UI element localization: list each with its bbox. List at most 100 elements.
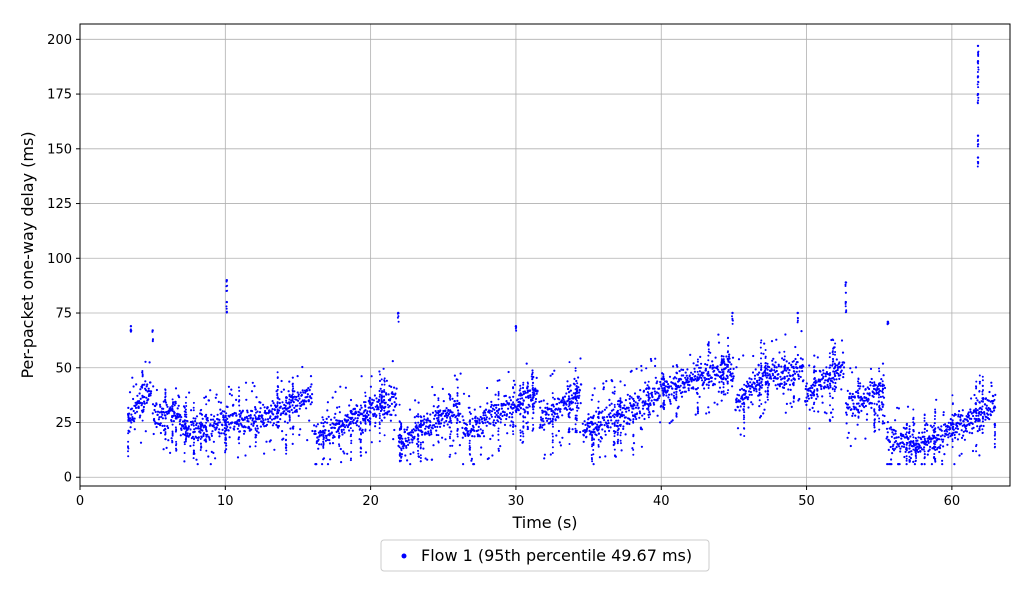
data-point: [792, 377, 795, 380]
data-point: [268, 410, 271, 413]
data-point: [903, 443, 906, 446]
data-point: [743, 411, 746, 414]
data-point: [152, 432, 155, 436]
data-point: [854, 406, 857, 409]
data-point: [707, 344, 710, 347]
data-point: [244, 381, 248, 384]
data-point: [687, 380, 691, 383]
data-point: [941, 459, 944, 462]
data-point: [164, 414, 167, 417]
data-point: [643, 417, 646, 421]
data-point: [716, 403, 719, 406]
data-point: [972, 426, 975, 429]
data-point: [259, 407, 262, 410]
data-point: [576, 404, 579, 407]
data-point: [521, 397, 524, 400]
data-point: [205, 439, 207, 442]
data-point: [284, 443, 287, 446]
data-point: [739, 433, 742, 436]
data-point: [743, 416, 746, 419]
data-point: [687, 387, 690, 390]
data-point: [624, 433, 627, 436]
data-point: [494, 411, 497, 415]
data-point: [129, 417, 132, 420]
data-point: [497, 430, 500, 433]
data-point: [686, 377, 689, 380]
data-point: [654, 376, 657, 379]
data-point: [429, 413, 432, 416]
data-point: [856, 389, 860, 392]
data-point: [640, 364, 643, 368]
data-point: [175, 440, 178, 443]
data-point: [711, 364, 715, 367]
data-point: [395, 387, 398, 390]
data-point: [813, 389, 816, 392]
data-point: [853, 396, 857, 399]
data-point: [281, 407, 284, 410]
data-point: [507, 407, 510, 410]
data-point: [343, 452, 346, 455]
data-point: [801, 370, 804, 373]
data-point: [690, 380, 693, 383]
data-point: [291, 389, 294, 392]
data-point: [753, 389, 756, 392]
data-point: [308, 419, 311, 422]
data-point: [195, 458, 198, 461]
data-point: [272, 422, 275, 425]
data-point: [195, 423, 198, 427]
data-point: [762, 352, 765, 355]
data-point: [702, 371, 705, 374]
data-point: [805, 403, 808, 406]
data-point: [724, 363, 727, 366]
data-point: [452, 439, 455, 442]
data-point: [729, 372, 733, 376]
data-point: [611, 414, 615, 417]
data-point: [638, 399, 641, 402]
data-point: [613, 390, 616, 393]
data-point: [320, 443, 323, 446]
data-point: [990, 381, 993, 384]
data-point: [561, 414, 564, 417]
data-point: [551, 435, 554, 438]
data-point: [437, 414, 440, 417]
data-point: [851, 392, 854, 396]
data-point: [311, 393, 314, 396]
data-point: [720, 391, 723, 394]
data-point: [773, 369, 776, 372]
data-point: [781, 357, 784, 360]
data-point: [946, 430, 949, 433]
data-point: [898, 445, 901, 448]
data-point: [789, 402, 792, 405]
data-point: [603, 419, 606, 422]
data-point: [189, 432, 192, 435]
data-point: [663, 399, 666, 402]
data-point: [611, 380, 614, 383]
data-point: [623, 404, 626, 407]
data-point: [914, 448, 917, 451]
data-point: [515, 326, 518, 329]
data-point: [713, 383, 717, 386]
data-point: [238, 399, 241, 402]
data-point: [164, 417, 167, 420]
data-point: [163, 424, 166, 427]
data-point: [482, 411, 485, 414]
data-point: [970, 417, 973, 420]
data-point: [607, 413, 611, 416]
data-point: [127, 412, 129, 415]
data-point: [483, 417, 486, 420]
data-point: [873, 421, 876, 424]
data-point: [497, 403, 500, 406]
data-point: [624, 416, 627, 419]
data-point: [980, 408, 983, 411]
data-point: [455, 421, 458, 424]
data-point: [364, 429, 367, 432]
data-point: [739, 400, 742, 403]
data-point: [193, 441, 195, 444]
data-point: [276, 404, 279, 407]
data-point: [174, 387, 178, 390]
data-point: [386, 413, 389, 416]
data-point: [285, 399, 288, 402]
data-point: [485, 424, 488, 427]
data-point: [270, 404, 273, 407]
data-point: [385, 379, 388, 382]
